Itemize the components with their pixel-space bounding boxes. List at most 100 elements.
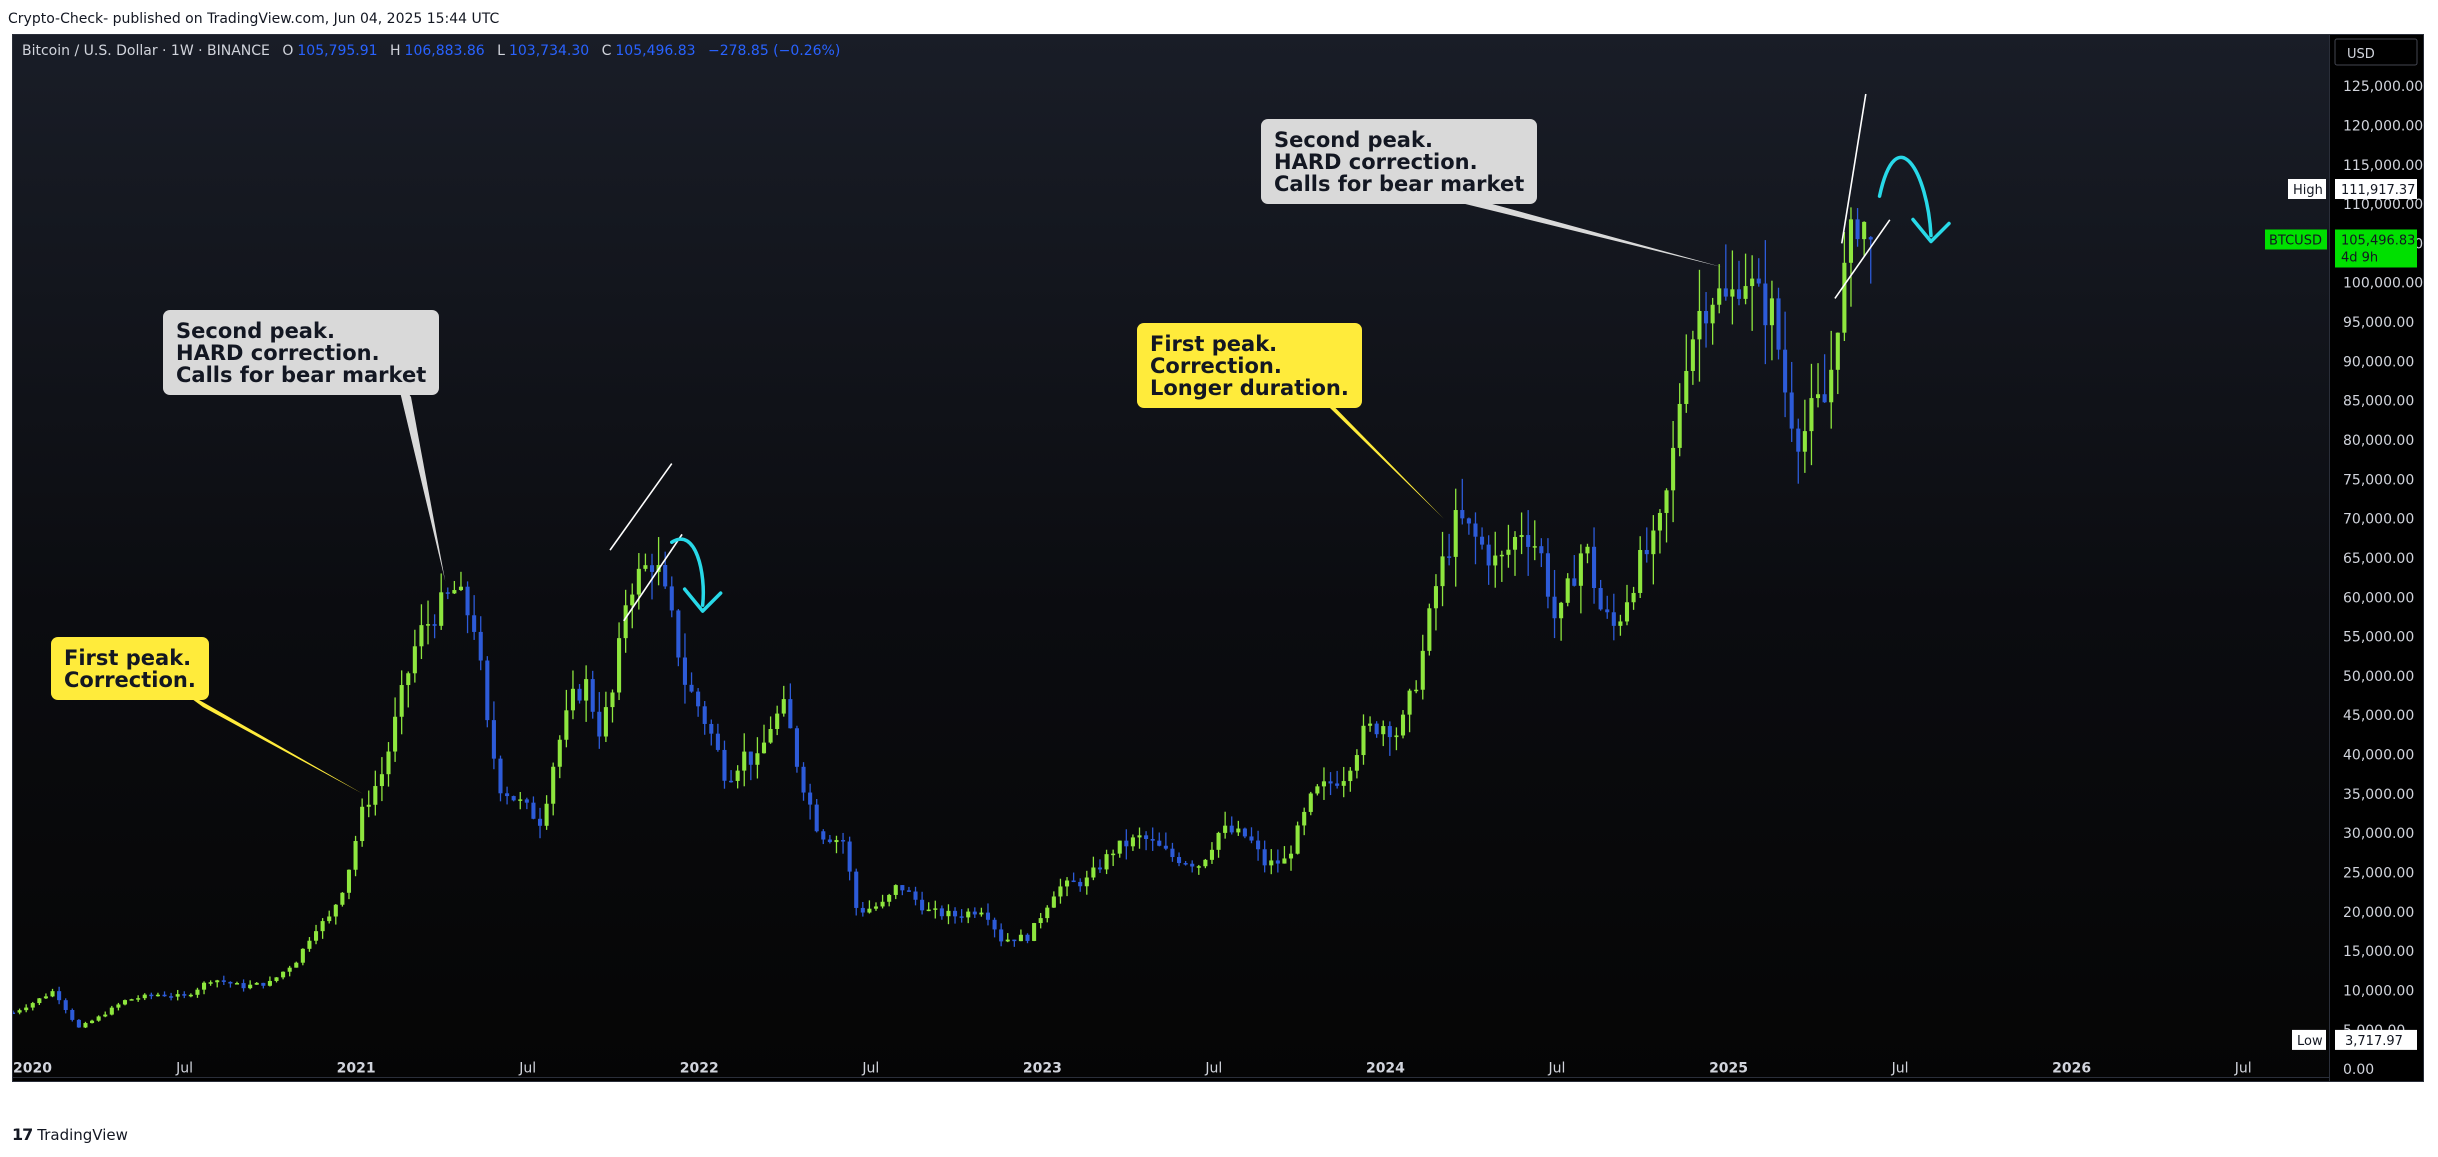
candle-body [663,564,668,587]
candle-body [360,806,365,842]
candle-body [1051,896,1056,908]
candle-body [1480,536,1485,545]
candle-body [300,948,305,963]
callout-line: HARD correction. [176,341,380,365]
trend-line [609,463,673,551]
candlestick-chart[interactable]: USD0.005,000.0010,000.0015,000.0020,000.… [13,35,2423,1081]
price-tick-label: 55,000.00 [2343,630,2414,646]
candle-body [1078,881,1083,887]
candle-body [920,899,925,911]
candle-body [103,1014,108,1017]
open-value: 105,795.91 [297,43,378,59]
low-label: Low [2297,1034,2323,1049]
price-tick-label: 45,000.00 [2343,708,2414,724]
candle-body [794,728,799,767]
candle-body [1783,349,1788,393]
price-tick-label: 80,000.00 [2343,433,2414,449]
price-tick-label: 100,000.00 [2343,276,2423,292]
candle-body [1394,735,1399,738]
candle-body [1868,237,1873,240]
candle-body [432,624,437,626]
callout-line: Longer duration. [1150,376,1349,400]
candle-body [1150,839,1155,841]
candle-body [485,660,490,721]
candle-body [37,998,42,1004]
callout-second-peak-2025[interactable]: Second peak. HARD correction. Calls for … [1261,119,1538,204]
candle-body [1624,602,1630,622]
callout-pointers [173,185,1722,794]
time-tick-label: 2020 [13,1061,52,1077]
candle-body [419,625,424,647]
time-axis[interactable]: 2020 Jul 2021 Jul 2022 Jul 2023 Jul 2024 Jul 2025 J… [13,1061,2329,1081]
candle-body [1295,825,1300,854]
candle-body [182,994,187,996]
candle-body [531,802,536,819]
symbol-title: Bitcoin / U.S. Dollar · 1W · BINANCE [22,43,270,59]
candle-body [570,688,575,711]
candle-body [373,786,378,805]
candle-body [1012,939,1017,942]
candle-body [169,996,174,998]
candle-body [109,1007,114,1015]
candle-body [1644,549,1649,555]
time-tick-label: 2022 [680,1061,719,1077]
candle-body [1631,592,1636,603]
candle-body [1598,588,1603,610]
callout-first-peak-correction[interactable]: First peak. Correction. [51,637,209,700]
high-label: High [2293,183,2323,198]
candle-body [1354,755,1359,771]
candle-body [1704,310,1709,324]
candle-body [709,723,714,734]
price-tick-label: 35,000.00 [2343,787,2414,803]
candle-body [83,1023,88,1028]
candles [13,207,1873,1029]
time-tick-label: 2024 [1366,1061,1405,1077]
candle-body [1414,689,1419,692]
candle-body [399,685,404,717]
candle-body [50,991,55,997]
candle-body [30,1003,35,1008]
candle-body [636,568,641,595]
time-tick-label: Jul [175,1061,193,1077]
candle-body [630,594,635,606]
candle-body [788,699,793,729]
candle-body [195,989,200,995]
price-axis[interactable]: USD0.005,000.0010,000.0015,000.0020,000.… [2265,35,2423,1081]
price-tick-label: 40,000.00 [2343,748,2414,764]
callout-line: HARD correction. [1274,150,1478,174]
candle-body [1341,781,1346,786]
candle-body [873,906,879,909]
price-axis-background [2329,35,2423,1081]
candle-body [676,610,681,658]
candle-body [1170,848,1175,858]
candle-body [452,590,457,594]
candle-body [1163,845,1168,849]
candle-body [379,774,384,787]
chart-frame[interactable]: USD0.005,000.0010,000.0015,000.0020,000.… [12,34,2424,1082]
candle-body [1137,835,1142,838]
candle-body [1743,286,1748,299]
candle-body [1585,546,1590,554]
candle-body [1539,546,1544,554]
candle-body [702,706,707,724]
candle-body [590,679,595,712]
candle-body [1288,853,1294,859]
candle-body [1157,840,1162,846]
candle-body [1097,867,1103,870]
candle-body [1829,369,1834,403]
low-value: 103,734.30 [508,43,590,59]
callout-line: Second peak. [1274,128,1433,152]
callout-first-peak-2024[interactable]: First peak. Correction. Longer duration. [1137,323,1362,408]
candle-body [1796,428,1801,452]
candle-body [972,911,977,915]
callout-line: Correction. [64,668,196,692]
time-tick-label: Jul [2234,1061,2252,1077]
arrow-head [682,587,723,613]
candle-body [1565,578,1570,603]
price-tick-label: 60,000.00 [2343,590,2414,606]
candle-body [1684,370,1689,404]
candle-body [294,962,299,968]
candle-body [1671,447,1676,491]
candle-body [1855,219,1860,240]
callout-second-peak-2021[interactable]: Second peak. HARD correction. Calls for … [163,310,440,395]
